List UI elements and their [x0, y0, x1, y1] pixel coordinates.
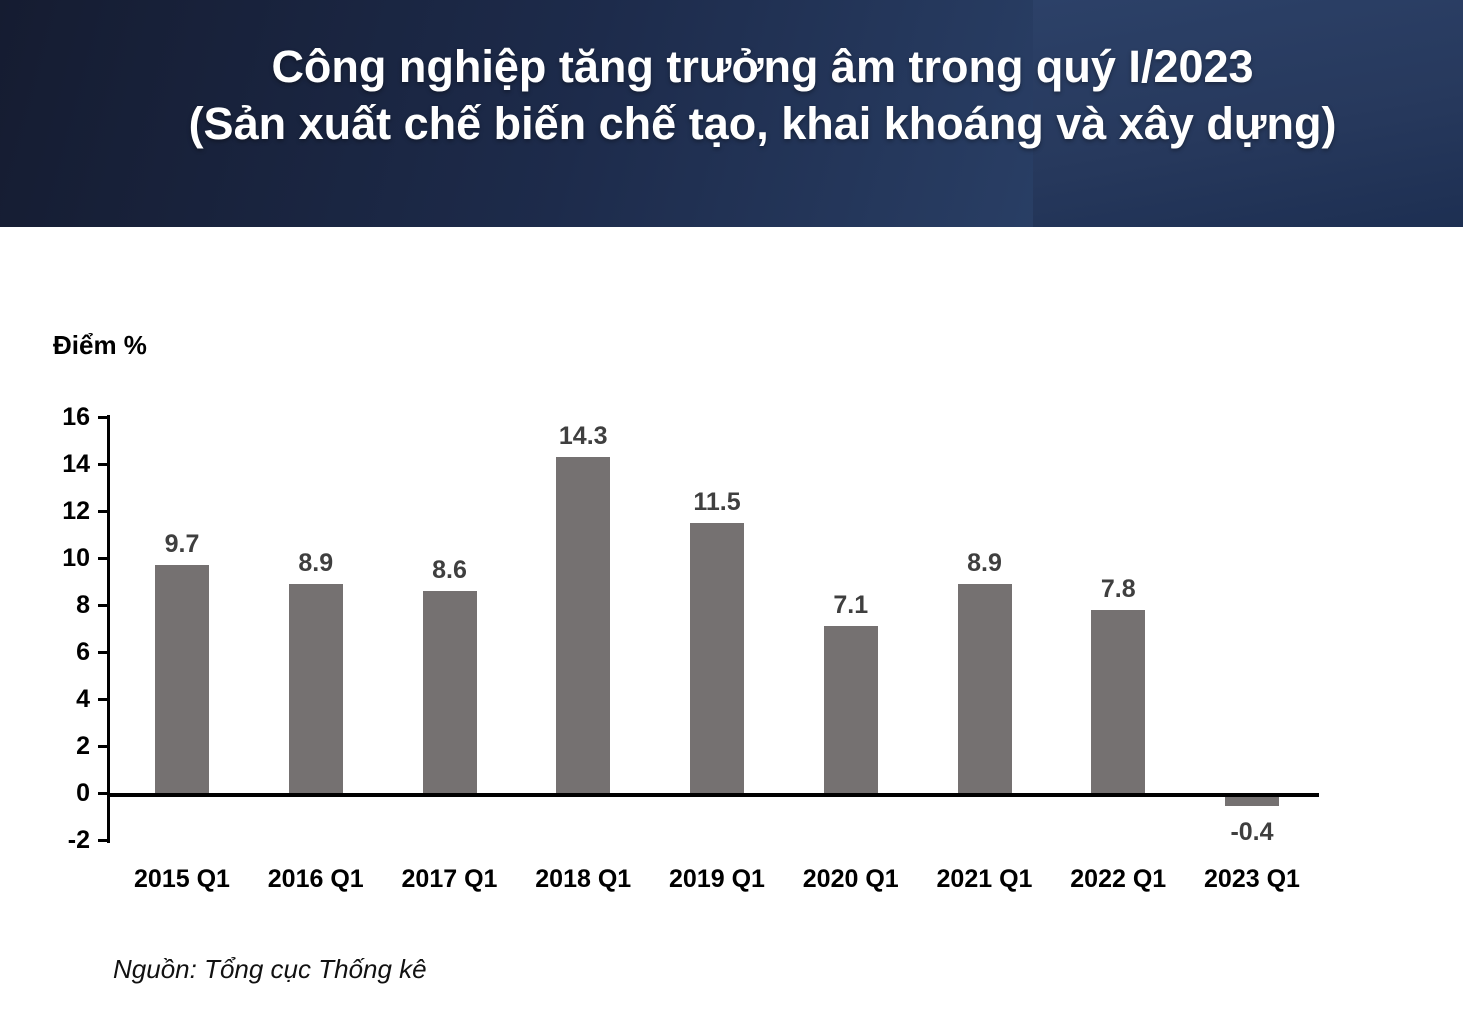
bar	[288, 583, 343, 793]
y-axis-title: Điểm %	[53, 330, 147, 360]
bar-value-label: 8.9	[967, 548, 1002, 577]
bar	[957, 583, 1012, 793]
page-title: Công nghiệp tăng trưởng âm trong quý I/2…	[0, 38, 1463, 152]
header-banner: Công nghiệp tăng trưởng âm trong quý I/2…	[0, 0, 1463, 227]
bar	[422, 590, 477, 793]
page-title-line-2: (Sản xuất chế biến chế tạo, khai khoáng …	[188, 98, 1337, 149]
x-category-label: 2023 Q1	[1204, 865, 1300, 893]
x-category-label: 2016 Q1	[267, 865, 364, 893]
y-axis-tick	[98, 839, 107, 842]
bar-value-label: -0.4	[1230, 818, 1274, 847]
y-axis-tick	[98, 698, 107, 701]
y-axis-tick	[98, 792, 107, 795]
x-category-label: 2017 Q1	[401, 865, 498, 893]
bar-value-label: 8.9	[298, 548, 334, 577]
y-axis-tick	[98, 745, 107, 748]
bar	[1091, 609, 1146, 793]
x-category-label: 2020 Q1	[802, 865, 899, 893]
y-tick-label: 16	[62, 403, 90, 431]
bar	[690, 522, 744, 793]
y-tick-label: -2	[67, 826, 90, 854]
y-tick-label: 12	[62, 497, 90, 525]
bar-value-label: 14.3	[558, 421, 608, 450]
bar-value-label: 7.1	[833, 591, 869, 620]
bar	[1225, 797, 1279, 807]
y-axis-tick	[98, 510, 107, 513]
y-axis-tick	[98, 651, 107, 654]
source-note: Nguồn: Tổng cục Thống kê	[113, 954, 427, 984]
x-category-label: 2021 Q1	[936, 865, 1033, 893]
y-tick-label: 2	[76, 732, 90, 760]
y-axis-tick	[98, 463, 107, 466]
y-axis-tick	[98, 604, 107, 607]
y-tick-label: 10	[62, 544, 90, 572]
bar-value-label: 9.7	[164, 530, 200, 559]
y-tick-label: 14	[62, 450, 90, 478]
page-title-line-1: Công nghiệp tăng trưởng âm trong quý I/2…	[271, 41, 1254, 92]
y-axis-tick	[98, 557, 107, 560]
bar	[556, 456, 611, 793]
x-category-label: 2022 Q1	[1070, 865, 1167, 893]
y-tick-label: 8	[76, 591, 90, 619]
bar-value-label: 11.5	[693, 487, 741, 516]
bar	[823, 626, 878, 793]
bar	[155, 565, 209, 793]
bar-value-label: 7.8	[1100, 574, 1136, 603]
x-category-label: 2019 Q1	[669, 865, 765, 893]
y-axis-line	[107, 415, 110, 843]
bar-value-label: 8.6	[432, 555, 467, 584]
x-category-label: 2018 Q1	[535, 865, 632, 893]
y-tick-label: 0	[76, 779, 90, 807]
y-axis-tick	[98, 416, 107, 419]
y-tick-label: 4	[76, 685, 90, 713]
x-category-label: 2015 Q1	[134, 865, 230, 893]
y-tick-label: 6	[76, 638, 90, 666]
x-axis-baseline	[110, 793, 1319, 797]
header-banner-right-panel	[1033, 0, 1463, 227]
